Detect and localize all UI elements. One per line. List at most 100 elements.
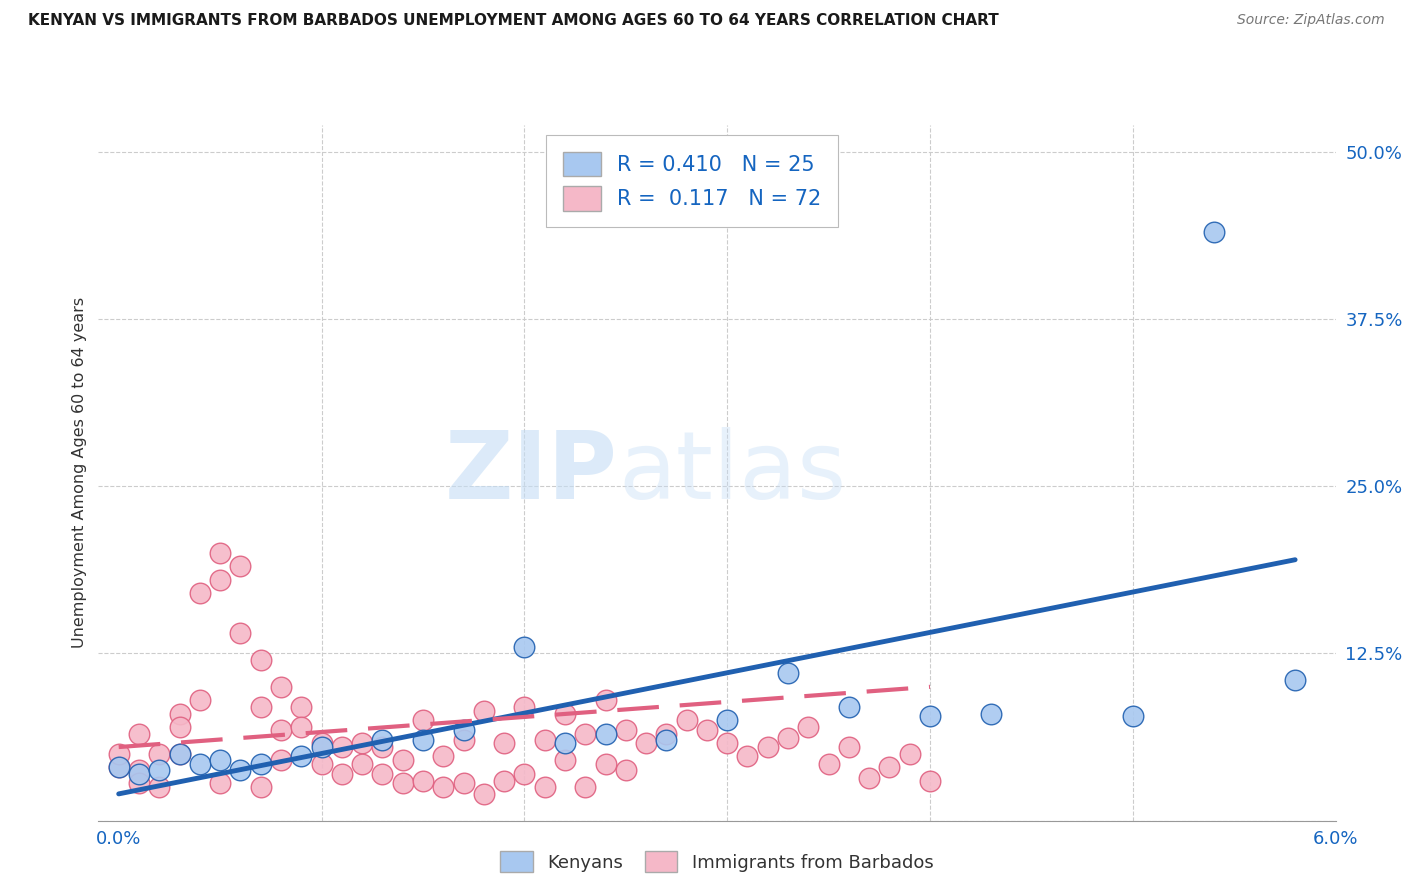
- Point: [270, 680, 292, 694]
- Point: [128, 776, 150, 790]
- Point: [756, 740, 779, 755]
- Point: [879, 760, 901, 774]
- Point: [453, 776, 475, 790]
- Point: [229, 626, 252, 640]
- Point: [169, 706, 191, 721]
- Point: [188, 586, 211, 600]
- Point: [249, 780, 271, 794]
- Point: [107, 760, 129, 774]
- Point: [311, 740, 333, 755]
- Point: [229, 559, 252, 574]
- Point: [352, 757, 374, 772]
- Point: [270, 753, 292, 767]
- Point: [513, 766, 536, 781]
- Point: [595, 757, 617, 772]
- Point: [148, 763, 170, 777]
- Point: [169, 747, 191, 761]
- Point: [494, 736, 516, 750]
- Point: [472, 704, 495, 718]
- Point: [574, 726, 596, 740]
- Point: [371, 740, 394, 755]
- Text: atlas: atlas: [619, 426, 846, 519]
- Point: [1122, 709, 1144, 723]
- Point: [595, 726, 617, 740]
- Point: [858, 771, 880, 785]
- Point: [696, 723, 718, 737]
- Point: [494, 773, 516, 788]
- Point: [412, 733, 434, 747]
- Point: [817, 757, 839, 772]
- Point: [533, 780, 555, 794]
- Point: [432, 749, 454, 764]
- Point: [453, 733, 475, 747]
- Point: [554, 753, 576, 767]
- Point: [188, 693, 211, 707]
- Point: [655, 733, 678, 747]
- Point: [128, 726, 150, 740]
- Point: [352, 736, 374, 750]
- Point: [290, 720, 312, 734]
- Point: [737, 749, 759, 764]
- Point: [311, 736, 333, 750]
- Text: Source: ZipAtlas.com: Source: ZipAtlas.com: [1237, 13, 1385, 28]
- Text: ZIP: ZIP: [446, 426, 619, 519]
- Point: [432, 780, 454, 794]
- Legend: Kenyans, Immigrants from Barbados: Kenyans, Immigrants from Barbados: [492, 842, 942, 881]
- Point: [128, 763, 150, 777]
- Point: [330, 766, 353, 781]
- Point: [513, 699, 536, 714]
- Point: [412, 773, 434, 788]
- Point: [675, 714, 697, 728]
- Point: [107, 760, 129, 774]
- Point: [128, 766, 150, 781]
- Point: [209, 753, 232, 767]
- Point: [148, 780, 170, 794]
- Point: [209, 573, 232, 587]
- Point: [838, 740, 860, 755]
- Point: [838, 699, 860, 714]
- Point: [918, 773, 941, 788]
- Point: [453, 723, 475, 737]
- Point: [533, 733, 555, 747]
- Point: [209, 776, 232, 790]
- Point: [188, 757, 211, 772]
- Point: [716, 736, 738, 750]
- Point: [209, 546, 232, 560]
- Point: [249, 699, 271, 714]
- Point: [918, 709, 941, 723]
- Point: [776, 731, 799, 745]
- Point: [716, 714, 738, 728]
- Point: [655, 726, 678, 740]
- Point: [797, 720, 820, 734]
- Point: [169, 747, 191, 761]
- Point: [371, 766, 394, 781]
- Y-axis label: Unemployment Among Ages 60 to 64 years: Unemployment Among Ages 60 to 64 years: [72, 297, 87, 648]
- Point: [636, 736, 658, 750]
- Point: [980, 706, 1002, 721]
- Point: [412, 714, 434, 728]
- Point: [554, 736, 576, 750]
- Point: [614, 763, 637, 777]
- Point: [1202, 225, 1225, 239]
- Point: [391, 753, 413, 767]
- Point: [554, 706, 576, 721]
- Point: [371, 733, 394, 747]
- Point: [330, 740, 353, 755]
- Point: [311, 757, 333, 772]
- Point: [898, 747, 921, 761]
- Point: [249, 653, 271, 667]
- Point: [249, 757, 271, 772]
- Point: [107, 747, 129, 761]
- Point: [290, 749, 312, 764]
- Point: [574, 780, 596, 794]
- Point: [472, 787, 495, 801]
- Point: [148, 747, 170, 761]
- Text: KENYAN VS IMMIGRANTS FROM BARBADOS UNEMPLOYMENT AMONG AGES 60 TO 64 YEARS CORREL: KENYAN VS IMMIGRANTS FROM BARBADOS UNEMP…: [28, 13, 998, 29]
- Point: [169, 720, 191, 734]
- Point: [595, 693, 617, 707]
- Point: [776, 666, 799, 681]
- Point: [1284, 673, 1306, 688]
- Point: [229, 763, 252, 777]
- Point: [290, 699, 312, 714]
- Point: [513, 640, 536, 654]
